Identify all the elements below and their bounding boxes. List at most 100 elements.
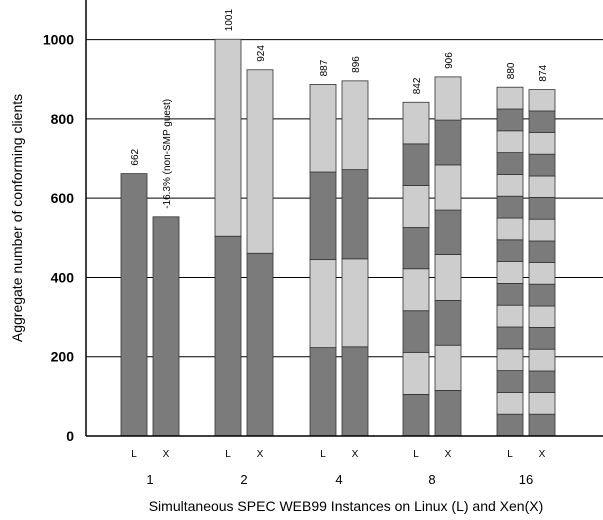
bar-segment (309, 259, 337, 349)
y-tick-label: 800 (51, 111, 75, 127)
bar-x-8 (434, 76, 462, 437)
y-tick-label: 400 (51, 269, 75, 285)
bar-x-1 (152, 216, 180, 437)
bar-value-label: 896 (351, 56, 362, 73)
bar-segment (528, 240, 556, 263)
bar-segment (496, 130, 524, 154)
bar-segment (309, 347, 337, 437)
bar-value-label: 1001 (224, 9, 235, 32)
bar-segment (528, 391, 556, 415)
bar-segment (434, 344, 462, 391)
bar-l-1 (120, 173, 148, 437)
bar-segment (496, 326, 524, 350)
bar-segment (341, 346, 369, 437)
bar-value-labels: 662 -16.3% (non-SMP guest) 1001 924 887 896 84… (130, 9, 549, 209)
bar-segment (434, 390, 462, 437)
bar-segment (341, 258, 369, 348)
bar-os-label: L (413, 449, 419, 460)
bar-segment (246, 252, 274, 437)
bar-segment (402, 310, 430, 353)
bar-segment (246, 69, 274, 254)
bar-os-label: L (320, 449, 326, 460)
bar-segment (434, 254, 462, 301)
bar-value-label: 880 (506, 62, 517, 79)
bar-segment (528, 131, 556, 155)
bar-os-label: X (539, 449, 546, 460)
bar-segment (496, 239, 524, 263)
bar-segment (496, 413, 524, 437)
bar-os-label: X (257, 449, 264, 460)
axes (85, 0, 603, 437)
bar-segment (496, 261, 524, 284)
bar-value-label: -16.3% (non-SMP guest) (162, 99, 173, 209)
x-axis-title: Simultaneous SPEC WEB99 Instances on Lin… (149, 498, 544, 514)
bar-l-8 (402, 101, 430, 437)
y-tick-label: 1000 (43, 32, 74, 48)
bar-x-4 (341, 80, 369, 437)
bar-value-label: 924 (256, 45, 267, 62)
bar-segment (528, 110, 556, 133)
bar-segment (309, 171, 337, 261)
bar-l-16 (496, 86, 524, 437)
bar-segment (528, 218, 556, 242)
bar-segment (434, 209, 462, 255)
group-label: 2 (240, 472, 247, 487)
bar-segment (434, 164, 462, 211)
bar-segment (496, 282, 524, 306)
bar-segment (309, 84, 337, 173)
bar-l-2 (214, 38, 242, 437)
bar-segment (528, 153, 556, 177)
bar-segment (341, 80, 369, 171)
bar-l-4 (309, 84, 337, 437)
bar-segment (402, 268, 430, 312)
bar-segment (496, 195, 524, 219)
bar-segment (496, 391, 524, 415)
bar-segment (402, 185, 430, 228)
bar-segment (528, 175, 556, 198)
bar-segment (434, 300, 462, 346)
bar-segment (496, 108, 524, 132)
bar-x-2 (246, 69, 274, 437)
y-axis-title: Aggregate number of conforming clients (9, 94, 25, 342)
bar-os-label: X (352, 449, 359, 460)
y-tick-label: 600 (51, 190, 75, 206)
bar-os-label: L (507, 449, 513, 460)
bar-segment (402, 227, 430, 270)
bar-os-label: L (225, 449, 231, 460)
bar-value-label: 662 (130, 148, 141, 165)
y-tick-label: 0 (66, 428, 74, 444)
bar-segment (528, 326, 556, 350)
bar-os-label: X (163, 449, 170, 460)
bars (120, 38, 556, 437)
bar-segment (402, 351, 430, 395)
bar-value-label: 874 (538, 64, 549, 81)
bar-segment (496, 173, 524, 197)
bar-segment (152, 216, 180, 437)
bar-os-label: L (131, 449, 137, 460)
bar-segment (214, 235, 242, 437)
x-tick-labels: L X 1 L X 2 L X 4 L X 8 L X 16 (131, 449, 545, 487)
bar-segment (402, 143, 430, 186)
group-label: 1 (146, 472, 153, 487)
y-tick-label: 200 (51, 349, 75, 365)
bar-value-label: 906 (444, 52, 455, 69)
bar-segment (120, 173, 148, 437)
bar-segment (402, 101, 430, 145)
bar-segment (528, 89, 556, 112)
bar-segment (214, 38, 242, 237)
bar-segment (528, 283, 556, 307)
group-label: 8 (428, 472, 435, 487)
bar-segment (496, 217, 524, 241)
bar-value-label: 842 (412, 77, 423, 94)
bar-segment (528, 196, 556, 220)
bar-x-16 (528, 89, 556, 437)
bar-segment (496, 348, 524, 371)
bar-segment (528, 348, 556, 372)
bar-value-label: 887 (319, 59, 330, 76)
bar-segment (434, 119, 462, 166)
bar-segment (496, 86, 524, 110)
bar-segment (434, 76, 462, 121)
group-label: 16 (519, 472, 533, 487)
bar-os-label: X (445, 449, 452, 460)
